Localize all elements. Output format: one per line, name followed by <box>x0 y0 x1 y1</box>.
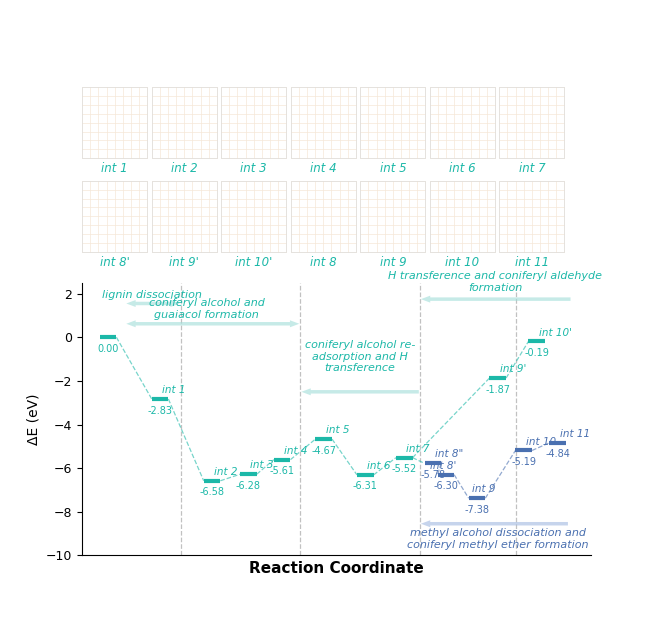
Bar <box>430 181 495 251</box>
Bar <box>82 181 147 251</box>
Bar <box>430 87 495 158</box>
Bar <box>221 181 286 251</box>
Text: int 10: int 10 <box>445 256 480 269</box>
Text: int 9: int 9 <box>472 484 495 494</box>
Text: int 4: int 4 <box>310 162 336 175</box>
Text: int 8": int 8" <box>436 449 464 459</box>
Text: int 11: int 11 <box>515 256 549 269</box>
Text: int 1: int 1 <box>162 385 186 395</box>
Text: -6.31: -6.31 <box>353 482 378 492</box>
Text: coniferyl alcohol and
guaiacol formation: coniferyl alcohol and guaiacol formation <box>149 298 265 320</box>
Text: 0.00: 0.00 <box>97 344 119 354</box>
Text: int 8': int 8' <box>430 461 457 470</box>
Text: int 8': int 8' <box>100 256 129 269</box>
Text: int 7: int 7 <box>406 444 430 454</box>
Text: int 10': int 10' <box>539 328 572 338</box>
Text: int 6: int 6 <box>449 162 476 175</box>
Text: int 2: int 2 <box>214 467 238 477</box>
Text: -5.61: -5.61 <box>269 466 294 476</box>
Text: -2.83: -2.83 <box>148 406 173 416</box>
Text: int 8: int 8 <box>310 256 336 269</box>
Bar <box>360 181 426 251</box>
Text: int 2: int 2 <box>171 162 198 175</box>
Text: int 11: int 11 <box>560 429 590 439</box>
Text: -4.84: -4.84 <box>545 449 570 459</box>
Bar <box>291 181 356 251</box>
Text: int 1: int 1 <box>101 162 128 175</box>
Text: int 5: int 5 <box>326 425 350 435</box>
Text: int 6: int 6 <box>367 461 391 471</box>
Text: -6.30: -6.30 <box>434 481 459 491</box>
Bar <box>152 181 217 251</box>
Text: H transference and coniferyl aldehyde
formation: H transference and coniferyl aldehyde fo… <box>388 271 602 293</box>
Text: methyl alcohol dissociation and
coniferyl methyl ether formation: methyl alcohol dissociation and conifery… <box>407 528 589 550</box>
Text: int 3: int 3 <box>240 162 267 175</box>
Text: int 9': int 9' <box>500 364 526 374</box>
Text: coniferyl alcohol re-
adsorption and H
transference: coniferyl alcohol re- adsorption and H t… <box>305 340 415 373</box>
Polygon shape <box>421 296 570 303</box>
Bar <box>499 87 564 158</box>
Text: int 4: int 4 <box>284 446 307 456</box>
Text: lignin dissociation: lignin dissociation <box>102 290 202 300</box>
Polygon shape <box>126 320 300 327</box>
Text: -6.28: -6.28 <box>236 480 261 491</box>
Polygon shape <box>302 388 419 395</box>
Polygon shape <box>421 520 568 527</box>
Text: int 7: int 7 <box>518 162 545 175</box>
Polygon shape <box>126 300 180 307</box>
Y-axis label: ΔE (eV): ΔE (eV) <box>26 393 41 445</box>
Text: int 3: int 3 <box>250 461 274 470</box>
Text: -6.58: -6.58 <box>200 487 225 497</box>
Text: int 5: int 5 <box>380 162 406 175</box>
Bar <box>499 181 564 251</box>
Text: int 9: int 9 <box>380 256 406 269</box>
Text: int 10': int 10' <box>235 256 273 269</box>
Text: -7.38: -7.38 <box>464 505 489 515</box>
Bar <box>360 87 426 158</box>
X-axis label: Reaction Coordinate: Reaction Coordinate <box>250 561 424 576</box>
Text: -5.78: -5.78 <box>420 470 445 480</box>
Bar <box>221 87 286 158</box>
Bar <box>291 87 356 158</box>
Text: int 9': int 9' <box>170 256 199 269</box>
Bar <box>82 87 147 158</box>
Text: -0.19: -0.19 <box>524 348 549 358</box>
Text: -5.19: -5.19 <box>511 457 536 467</box>
Bar <box>152 87 217 158</box>
Text: -4.67: -4.67 <box>311 446 336 456</box>
Text: -5.52: -5.52 <box>392 464 417 474</box>
Text: -1.87: -1.87 <box>486 384 510 394</box>
Text: int 10: int 10 <box>526 437 556 447</box>
